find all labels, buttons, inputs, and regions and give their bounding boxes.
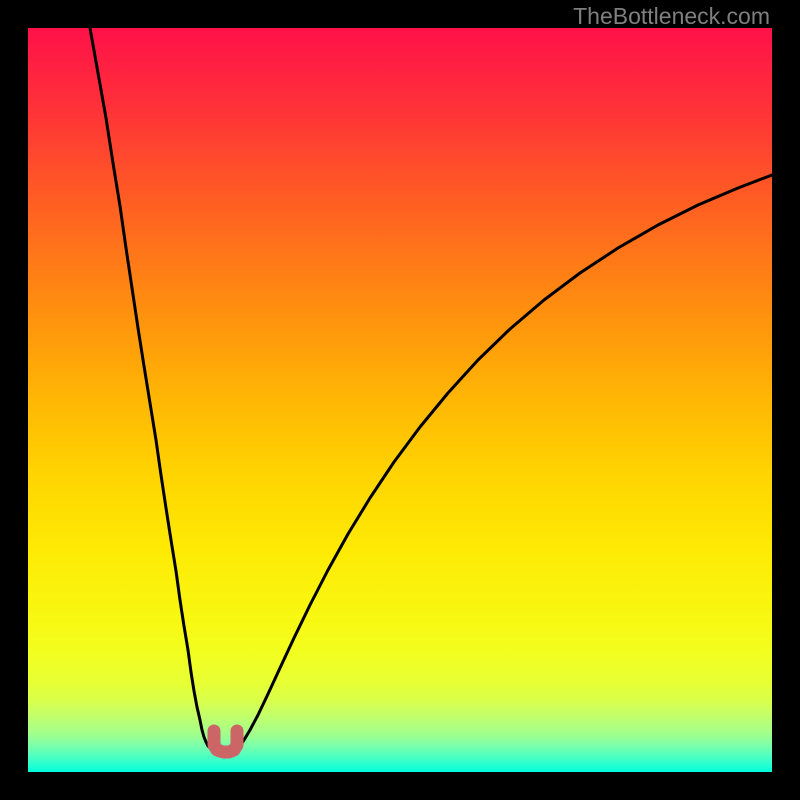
plot-area [28,28,772,772]
plot-svg [28,28,772,772]
gradient-background [28,28,772,772]
watermark-text: TheBottleneck.com [573,3,770,30]
